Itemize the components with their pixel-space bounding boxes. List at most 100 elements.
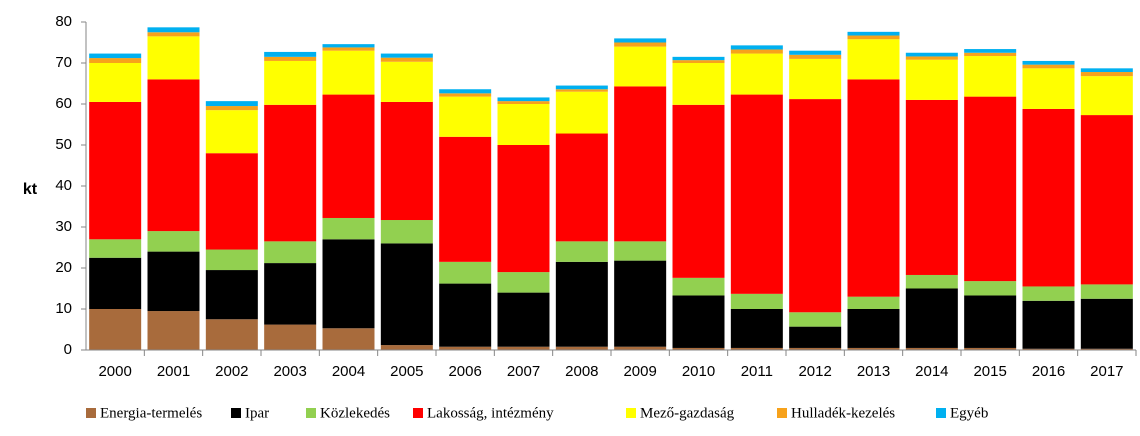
legend-swatch bbox=[777, 408, 787, 418]
bar-segment bbox=[730, 49, 783, 54]
bar-segment bbox=[730, 45, 783, 50]
bar-segment bbox=[614, 346, 667, 350]
bar-segment bbox=[789, 312, 842, 327]
bar-segment bbox=[1022, 68, 1075, 109]
bar-segment bbox=[614, 46, 667, 87]
bar-segment bbox=[1022, 348, 1075, 350]
bar-segment bbox=[497, 97, 550, 102]
y-tick-label: 30 bbox=[55, 218, 72, 235]
x-tick-label: 2009 bbox=[623, 363, 656, 380]
bar-segment bbox=[847, 296, 900, 309]
bar-segment bbox=[264, 56, 317, 61]
bar-segment bbox=[905, 99, 958, 275]
bar-segment bbox=[1080, 68, 1133, 73]
bar-segment bbox=[380, 61, 433, 102]
bar-segment bbox=[847, 79, 900, 297]
x-tick-label: 2014 bbox=[915, 363, 948, 380]
x-tick-label: 2016 bbox=[1032, 363, 1065, 380]
bar-segment bbox=[555, 133, 608, 242]
bar-segment bbox=[1022, 60, 1075, 65]
bar-segment bbox=[439, 89, 492, 94]
legend-label: Mező-gazdaság bbox=[640, 405, 735, 421]
bar-segment bbox=[264, 60, 317, 105]
bar-segment bbox=[789, 99, 842, 313]
bar-segment bbox=[264, 324, 317, 350]
bar-segment bbox=[89, 309, 142, 350]
x-tick-label: 2002 bbox=[215, 363, 248, 380]
y-tick-label: 20 bbox=[55, 259, 72, 276]
legend-swatch bbox=[413, 408, 423, 418]
bar-segment bbox=[205, 249, 258, 271]
bar-segment bbox=[147, 231, 200, 252]
bar-segment bbox=[905, 56, 958, 60]
bar-segment bbox=[322, 50, 375, 95]
bar-segment bbox=[730, 309, 783, 348]
bar-segment bbox=[147, 311, 200, 350]
bar-segment bbox=[439, 261, 492, 284]
bar-segment bbox=[614, 241, 667, 261]
y-tick-label: 0 bbox=[64, 341, 72, 358]
bar-segment bbox=[205, 101, 258, 107]
bar-segment bbox=[730, 293, 783, 309]
bar-segment bbox=[322, 328, 375, 350]
bar-segment bbox=[614, 86, 667, 242]
bar-segment bbox=[1080, 284, 1133, 299]
legend-label: Ipar bbox=[245, 405, 269, 421]
bar-segment bbox=[730, 53, 783, 95]
bar-segment bbox=[1080, 72, 1133, 77]
legend-swatch bbox=[306, 408, 316, 418]
bar-segment bbox=[264, 241, 317, 264]
bar-segment bbox=[147, 251, 200, 312]
bar-segment bbox=[322, 94, 375, 218]
bar-segment bbox=[847, 347, 900, 350]
x-tick-label: 2013 bbox=[857, 363, 890, 380]
bar-segment bbox=[147, 32, 200, 37]
bar-segment bbox=[439, 346, 492, 350]
bar-segment bbox=[147, 36, 200, 80]
bar-segment bbox=[847, 35, 900, 40]
bar-segment bbox=[89, 257, 142, 309]
x-tick-label: 2001 bbox=[157, 363, 190, 380]
bar-segment bbox=[730, 347, 783, 350]
y-tick-label: 50 bbox=[55, 136, 72, 153]
bar-segment bbox=[497, 145, 550, 273]
x-tick-label: 2011 bbox=[741, 363, 773, 380]
bar-segment bbox=[205, 153, 258, 250]
bar-segment bbox=[439, 283, 492, 347]
bar-segment bbox=[1022, 300, 1075, 349]
bar-segment bbox=[964, 56, 1017, 97]
bar-segment bbox=[905, 288, 958, 348]
y-tick-label: 40 bbox=[55, 177, 72, 194]
bar-segment bbox=[380, 345, 433, 350]
legend-swatch bbox=[231, 408, 241, 418]
x-tick-label: 2008 bbox=[565, 363, 598, 380]
bar-segment bbox=[1022, 108, 1075, 287]
bar-segment bbox=[964, 96, 1017, 282]
x-tick-label: 2006 bbox=[448, 363, 481, 380]
bar-segment bbox=[789, 50, 842, 55]
bar-segment bbox=[380, 53, 433, 58]
bar-segment bbox=[322, 44, 375, 48]
legend-swatch bbox=[936, 408, 946, 418]
bar-segment bbox=[380, 101, 433, 221]
bar-segment bbox=[672, 277, 725, 296]
bar-segment bbox=[205, 106, 258, 111]
y-axis-label: kt bbox=[23, 181, 38, 198]
x-tick-label: 2017 bbox=[1090, 363, 1123, 380]
legend-label: Lakosság, intézmény bbox=[427, 405, 554, 421]
bar-segment bbox=[264, 263, 317, 325]
bar-segment bbox=[614, 42, 667, 47]
bar-segment bbox=[964, 52, 1017, 57]
bar-segment bbox=[730, 94, 783, 294]
bar-segment bbox=[789, 58, 842, 100]
bar-segment bbox=[905, 347, 958, 350]
bar-segment bbox=[905, 59, 958, 100]
bar-segment bbox=[964, 347, 1017, 350]
legend-label: Energia-termelés bbox=[100, 405, 202, 421]
bar-segment bbox=[555, 346, 608, 350]
legend-swatch bbox=[86, 408, 96, 418]
bar-segment bbox=[497, 104, 550, 145]
bar-segment bbox=[789, 326, 842, 348]
bar-segment bbox=[789, 347, 842, 350]
bar-segment bbox=[555, 91, 608, 134]
